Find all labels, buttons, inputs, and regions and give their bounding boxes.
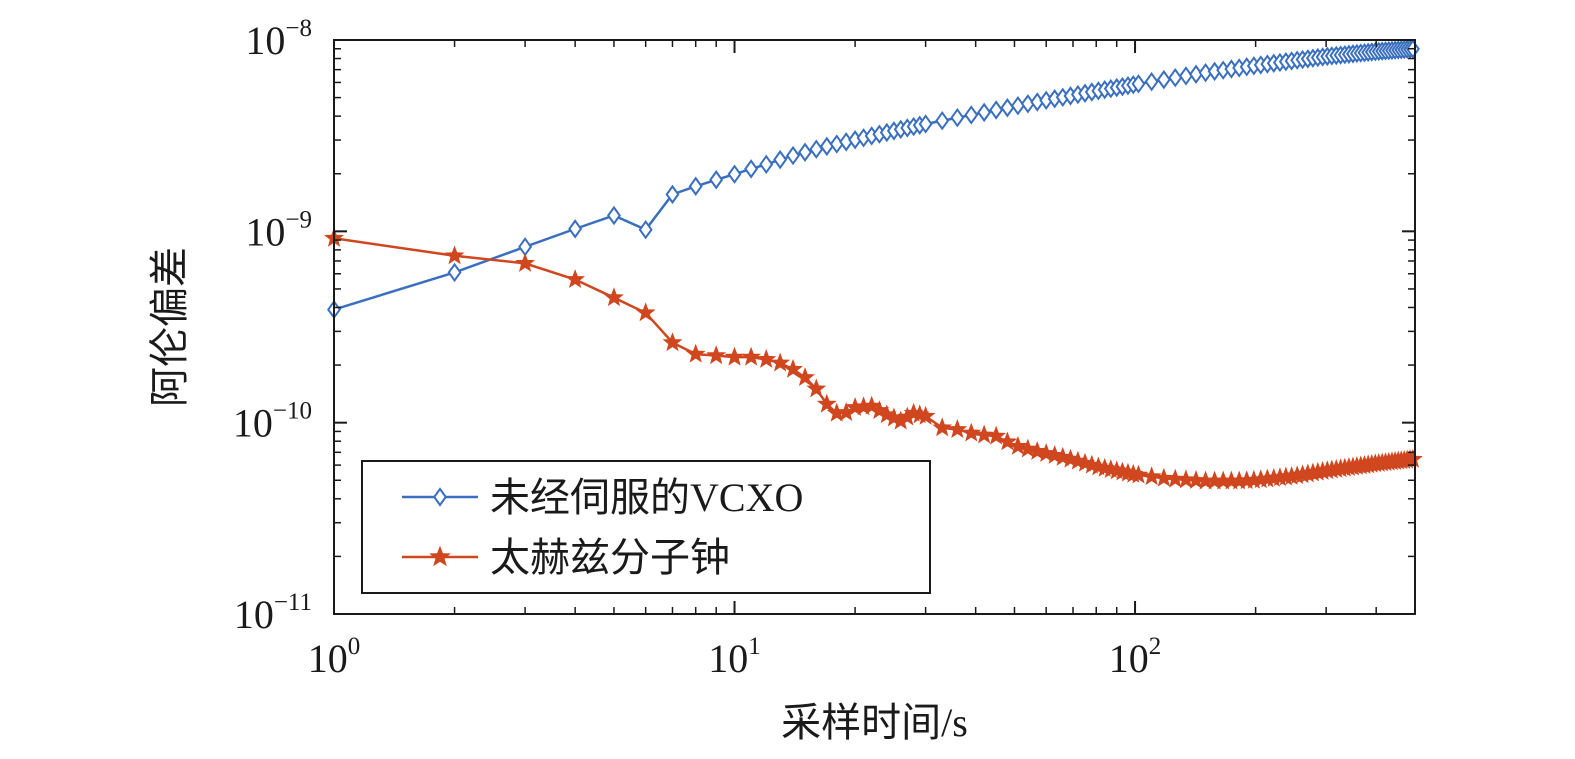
series-1-marker <box>918 114 933 134</box>
series-1-marker <box>688 176 703 196</box>
series-2-marker <box>1141 466 1162 486</box>
legend-item-2: 太赫兹分子钟 <box>402 535 730 580</box>
series-1-marker <box>447 262 462 283</box>
series-1-marker <box>638 219 653 240</box>
series-1-marker <box>1156 69 1171 90</box>
series-2 <box>324 227 1423 490</box>
series-1-marker <box>606 205 621 226</box>
series-2-marker <box>741 346 762 366</box>
series-1-marker <box>709 170 724 190</box>
legend-items: 未经伺服的VCXO 太赫兹分子钟 <box>402 475 803 580</box>
series-2-marker <box>961 422 982 442</box>
series-1-marker <box>809 139 824 159</box>
series-2-marker <box>816 393 837 413</box>
series-1-marker <box>935 110 950 131</box>
series-1-marker <box>727 164 742 184</box>
series-2-marker <box>806 378 827 398</box>
series-2-marker <box>1128 464 1149 484</box>
series-1-marker <box>786 145 801 166</box>
series-1-marker <box>568 219 583 239</box>
series-1-marker <box>744 159 759 179</box>
series-2-marker <box>1176 469 1196 489</box>
series-2-marker <box>565 269 586 288</box>
legend-marker <box>433 487 447 507</box>
series-2-marker <box>515 252 536 272</box>
series-2-marker <box>783 358 803 378</box>
series-2-marker <box>795 367 815 387</box>
legend: 未经伺服的VCXO 太赫兹分子钟 <box>361 460 931 594</box>
series-1-marker <box>964 105 979 125</box>
x-tick-label: 101 <box>708 633 761 681</box>
series-2-marker <box>1153 467 1174 487</box>
y-tick-label: 10−8 <box>245 15 312 63</box>
series-1-marker <box>977 102 992 123</box>
legend-item-1: 未经伺服的VCXO <box>402 475 803 520</box>
series-2-marker <box>635 302 656 322</box>
series-2-marker <box>444 245 465 265</box>
series-2-marker <box>1402 448 1423 468</box>
series-1-marker <box>989 100 1004 120</box>
series-1-marker <box>798 142 813 162</box>
x-axis-title: 采样时间/s <box>781 700 968 745</box>
series-1-marker <box>950 107 965 128</box>
series-1-marker <box>1010 95 1025 116</box>
x-tick-label: 102 <box>1109 633 1162 681</box>
series-2-marker <box>1165 468 1186 488</box>
minor-ticks <box>334 40 1416 614</box>
plot-frame <box>333 39 1416 615</box>
series-layer <box>324 39 1423 490</box>
legend-label: 未经伺服的VCXO <box>490 475 803 520</box>
series-1-line <box>333 47 1416 311</box>
series-2-marker <box>756 349 777 368</box>
series-1-marker <box>518 237 533 257</box>
x-tick-label: 100 <box>308 633 361 681</box>
series-1-marker <box>1131 74 1146 94</box>
series-2-marker <box>986 425 1007 445</box>
series-1-marker <box>773 149 788 170</box>
series-2-marker <box>997 431 1018 451</box>
series-2-marker <box>861 395 882 415</box>
y-tick-label: 10−10 <box>233 398 312 446</box>
series-1 <box>327 39 1420 320</box>
legend-label: 太赫兹分子钟 <box>490 535 730 580</box>
series-2-marker <box>915 405 936 425</box>
series-2-marker <box>770 352 791 372</box>
series-2-marker <box>947 419 968 439</box>
series-1-marker <box>759 154 774 175</box>
y-tick-label: 10−9 <box>245 206 312 254</box>
series-2-marker <box>974 424 995 444</box>
y-tick-label: 10−11 <box>234 589 312 637</box>
series-2-marker <box>604 287 624 307</box>
series-1-marker <box>1168 68 1183 88</box>
series-2-marker <box>662 332 683 352</box>
series-2-marker <box>932 417 953 437</box>
series-1-marker <box>1178 66 1193 86</box>
series-2-marker <box>685 343 706 363</box>
series-1-marker <box>819 136 834 157</box>
series-1-marker <box>1000 98 1015 118</box>
series-2-marker <box>1007 435 1028 455</box>
y-axis-title: 阿伦偏差 <box>147 247 192 407</box>
series-2-line <box>333 237 1416 483</box>
series-2-marker <box>706 345 727 365</box>
series-1-marker <box>665 184 680 205</box>
series-2-marker <box>724 346 745 366</box>
major-ticks <box>333 39 1415 615</box>
series-1-marker <box>1144 71 1159 92</box>
legend-box <box>361 460 931 594</box>
legend-marker <box>429 545 451 567</box>
tick-labels: 100 101 102 10−8 10−9 10−10 10−11 <box>233 15 1161 681</box>
